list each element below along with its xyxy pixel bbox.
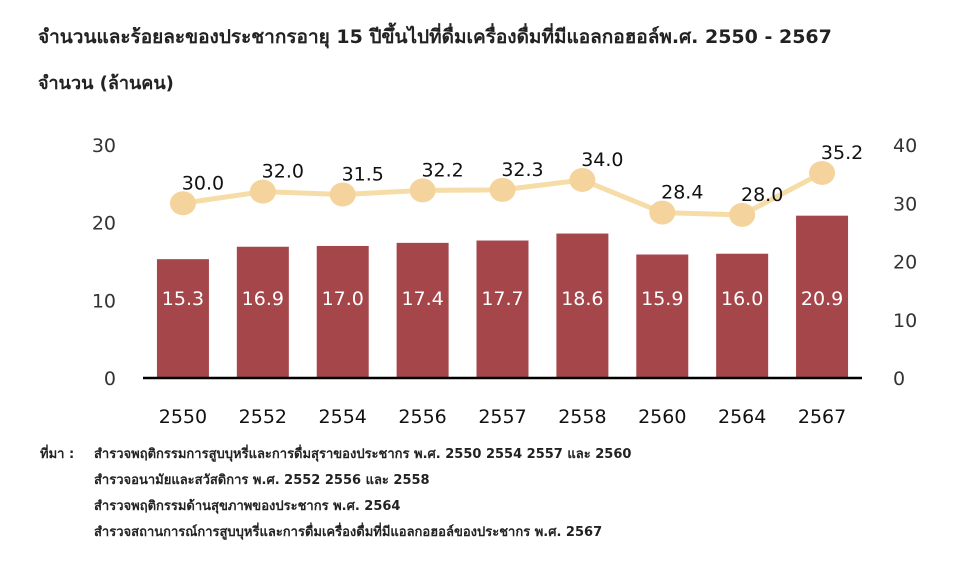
line-value-label: 35.2 [821, 142, 863, 164]
line-value-label: 28.4 [661, 182, 703, 204]
line-value-label: 28.0 [741, 184, 783, 206]
bar-2554 [316, 245, 369, 378]
right-tick-label: 0 [893, 368, 905, 390]
left-tick-label: 10 [92, 290, 116, 312]
line-point-2567 [809, 160, 836, 185]
left-axis-ticks: 0 10 20 30 [92, 135, 116, 390]
source-notes: ที่มา : สำรวจพฤติกรรมการสูบบุหรี่และการด… [40, 442, 631, 546]
bar-value-label: 18.6 [561, 288, 603, 310]
right-axis-ticks: 0 10 20 30 40 [893, 135, 917, 390]
x-category-label: 2556 [398, 406, 446, 428]
x-category-label: 2567 [798, 406, 846, 428]
line-point-2560 [649, 200, 676, 225]
line-point-2564 [729, 202, 756, 227]
bar-value-label: 17.4 [401, 288, 443, 310]
x-category-label: 2558 [558, 406, 606, 428]
source-line: สำรวจสถานการณ์การสูบบุหรี่และการดื่มเครื… [94, 525, 603, 540]
bar-2552 [236, 246, 289, 378]
left-tick-label: 30 [92, 135, 116, 157]
combo-chart: 15.3 16.9 17.0 17.4 17.7 18.6 15.9 16.0 20.9 30.0… [92, 135, 917, 428]
bars-layer [156, 215, 849, 378]
source-row: ที่มา : สำรวจพฤติกรรมการสูบบุหรี่และการด… [40, 442, 631, 468]
line-value-label: 31.5 [342, 164, 384, 186]
line-value-label: 32.2 [421, 159, 463, 181]
source-row: สำรวจสถานการณ์การสูบบุหรี่และการดื่มเครื… [40, 520, 631, 546]
x-axis-categories: 2550 2552 2554 2556 2557 2558 2560 2564 2567 [159, 406, 846, 428]
bar-value-label: 17.7 [481, 288, 523, 310]
left-tick-label: 0 [104, 368, 116, 390]
left-axis-unit-label: จำนวน (ล้านคน) [38, 73, 174, 94]
line-point-2550 [169, 191, 196, 216]
line-value-label: 32.0 [262, 161, 304, 183]
right-tick-label: 10 [893, 310, 917, 332]
line-point-2557 [489, 177, 516, 202]
bar-value-label: 17.0 [322, 288, 364, 310]
bar-value-label: 20.9 [801, 288, 843, 310]
line-value-label: 34.0 [581, 149, 623, 171]
bar-value-label: 16.9 [242, 288, 284, 310]
line-point-2554 [329, 182, 356, 207]
source-line: สำรวจอนามัยและสวัสดิการ พ.ศ. 2552 2556 แ… [94, 473, 430, 488]
line-value-label: 30.0 [182, 172, 224, 194]
source-line: สำรวจพฤติกรรมด้านสุขภาพของประชากร พ.ศ. 2… [94, 499, 401, 514]
x-category-label: 2552 [239, 406, 287, 428]
x-category-label: 2560 [638, 406, 686, 428]
source-line: สำรวจพฤติกรรมการสูบบุหรี่และการดื่มสุราข… [94, 447, 632, 462]
source-row: สำรวจพฤติกรรมด้านสุขภาพของประชากร พ.ศ. 2… [40, 494, 631, 520]
source-row: สำรวจอนามัยและสวัสดิการ พ.ศ. 2552 2556 แ… [40, 468, 631, 494]
bar-value-label: 16.0 [721, 288, 763, 310]
line-value-label: 32.3 [501, 159, 543, 181]
line-point-2558 [569, 167, 596, 192]
x-category-label: 2550 [159, 406, 207, 428]
labels-layer: 15.3 16.9 17.0 17.4 17.7 18.6 15.9 16.0 20.9 30.0… [162, 142, 863, 310]
bar-2556 [396, 242, 449, 378]
bar-2560 [636, 254, 689, 378]
source-label: ที่มา : [40, 447, 75, 462]
line-layer [169, 160, 836, 227]
right-tick-label: 30 [893, 193, 917, 215]
right-tick-label: 20 [893, 252, 917, 274]
chart-title: จำนวนและร้อยละของประชากรอายุ 15 ปีขึ้นไป… [38, 26, 832, 48]
left-tick-label: 20 [92, 213, 116, 235]
bar-value-label: 15.9 [641, 288, 683, 310]
line-point-2556 [409, 178, 436, 203]
bar-2558 [556, 233, 609, 378]
right-tick-label: 40 [893, 135, 917, 157]
bar-2557 [476, 240, 529, 378]
x-category-label: 2564 [718, 406, 766, 428]
bar-value-label: 15.3 [162, 288, 204, 310]
bar-2564 [716, 253, 769, 378]
bar-2550 [156, 259, 209, 378]
x-category-label: 2557 [478, 406, 526, 428]
x-category-label: 2554 [319, 406, 367, 428]
bar-2567 [796, 215, 849, 378]
line-point-2552 [249, 179, 276, 204]
